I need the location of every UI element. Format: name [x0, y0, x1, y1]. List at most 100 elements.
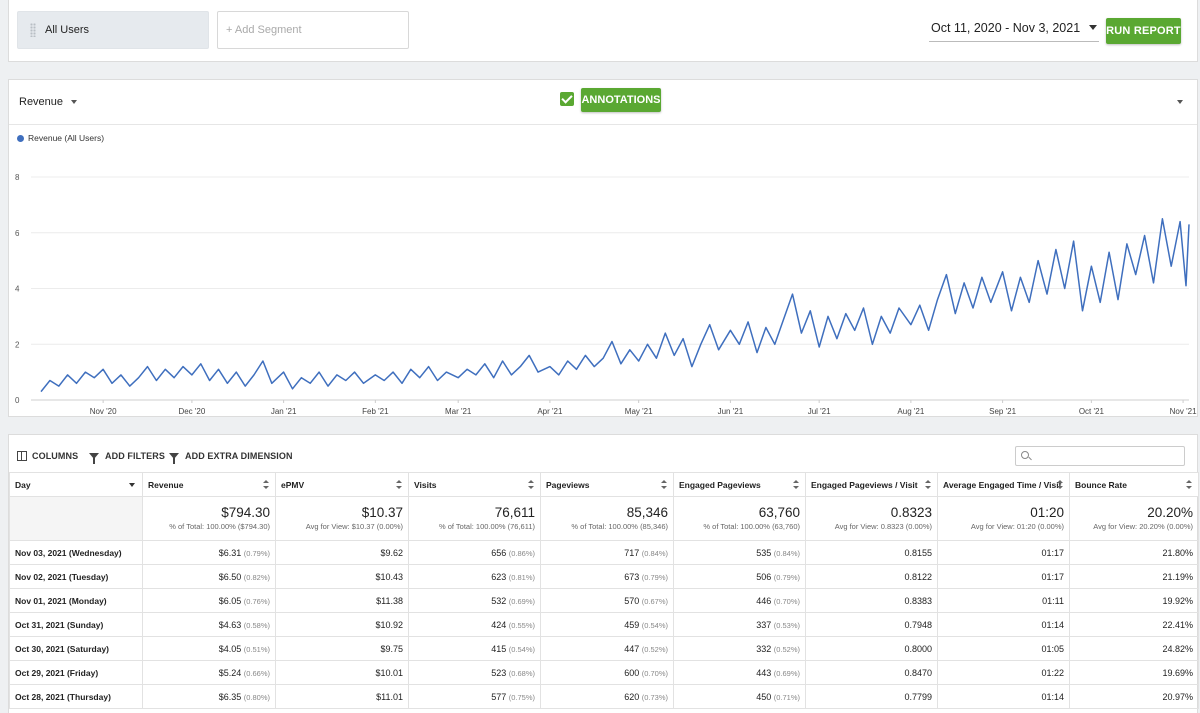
- cell-value: $5.24: [218, 667, 242, 678]
- revenue-cell: $4.63 (0.58%): [142, 612, 276, 637]
- cell-value: Oct 30, 2021 (Saturday): [15, 643, 110, 654]
- filter-icon: [89, 453, 99, 464]
- engaged-time-cell: 01:11: [937, 588, 1070, 613]
- date-range-picker[interactable]: Oct 11, 2020 - Nov 3, 2021: [929, 14, 1099, 42]
- pageviews-cell: 459 (0.54%): [540, 612, 674, 637]
- table-search-input[interactable]: [1015, 446, 1185, 466]
- cell-value: $6.35: [218, 691, 242, 702]
- revenue-cell: $4.05 (0.51%): [142, 636, 276, 661]
- sort-icon: [1057, 480, 1063, 490]
- engaged-pageviews-cell: 446 (0.70%): [673, 588, 806, 613]
- metric-selector[interactable]: Revenue: [19, 96, 78, 108]
- cell-value: 19.92%: [1162, 595, 1193, 606]
- cell-value: 443: [756, 667, 772, 678]
- table-row[interactable]: Oct 28, 2021 (Thursday) $6.35 (0.80%) $11.…: [9, 684, 1199, 709]
- cell-percent: (0.55%): [508, 620, 535, 630]
- cell-percent: (0.80%): [243, 692, 270, 702]
- table-row[interactable]: Nov 01, 2021 (Monday) $6.05 (0.76%) $11.38…: [9, 588, 1199, 613]
- cell-value: Oct 29, 2021 (Friday): [15, 667, 99, 678]
- bounce-rate-cell: 21.19%: [1069, 564, 1199, 589]
- cell-value: $6.31: [218, 547, 242, 558]
- sort-icon: [925, 480, 931, 490]
- total-cell: 0.8323 Avg for View: 0.8323 (0.00%): [805, 496, 938, 541]
- cell-percent: (0.53%): [773, 620, 800, 630]
- col-header-day[interactable]: Day: [9, 472, 143, 497]
- table-row[interactable]: Oct 29, 2021 (Friday) $5.24 (0.66%) $10.01…: [9, 660, 1199, 685]
- bounce-rate-cell: 19.92%: [1069, 588, 1199, 613]
- cell-value: 337: [756, 619, 772, 630]
- cell-value: Oct 31, 2021 (Sunday): [15, 619, 104, 630]
- add-extra-dimension-button[interactable]: ADD EXTRA DIMENSION: [169, 451, 293, 464]
- report-table: Day Revenue ePMV Visits Pageviews Engage…: [9, 472, 1199, 709]
- sort-icon: [1186, 480, 1192, 490]
- drag-handle-icon[interactable]: [30, 23, 36, 37]
- cell-percent: (0.82%): [243, 572, 270, 582]
- collapse-chevron-icon[interactable]: [1177, 100, 1183, 104]
- add-segment-input[interactable]: + Add Segment: [217, 11, 409, 49]
- cell-value: $9.75: [380, 643, 403, 654]
- epmv-cell: $9.75: [275, 636, 409, 661]
- cell-value: $9.62: [380, 547, 403, 558]
- cell-value: 01:17: [1041, 571, 1064, 582]
- annotations-checkbox[interactable]: [560, 92, 574, 106]
- columns-button[interactable]: COLUMNS: [17, 451, 78, 461]
- total-value: 85,346: [626, 505, 668, 520]
- add-filters-button[interactable]: ADD FILTERS: [89, 451, 165, 464]
- engaged-per-visit-cell: 0.7799: [805, 684, 938, 709]
- cell-value: $6.50: [218, 571, 242, 582]
- cell-value: 01:14: [1041, 691, 1064, 702]
- cell-value: 535: [756, 547, 772, 558]
- col-header-engaged-time[interactable]: Average Engaged Time / Visit: [937, 472, 1070, 497]
- cell-value: 447: [624, 643, 640, 654]
- cell-value: $6.05: [218, 595, 242, 606]
- total-cell: $794.30 % of Total: 100.00% ($794.30): [142, 496, 276, 541]
- col-header-visits[interactable]: Visits: [408, 472, 541, 497]
- cell-value: 0.8122: [904, 571, 932, 582]
- total-sub: Avg for View: 01:20 (0.00%): [970, 522, 1064, 531]
- series-line-revenue[interactable]: [40, 218, 1190, 393]
- x-tick-label: Mar '21: [445, 407, 472, 416]
- col-header-revenue[interactable]: Revenue: [142, 472, 276, 497]
- revenue-line-chart: 0 2 4 6 8 Nov '20 Dec '20 Jan '21 Feb '21 Mar '21…: [15, 173, 1197, 416]
- col-header-bounce-rate[interactable]: Bounce Rate: [1069, 472, 1199, 497]
- col-header-epmv[interactable]: ePMV: [275, 472, 409, 497]
- cell-value: $11.38: [376, 595, 403, 606]
- total-sub: Avg for View: 20.20% (0.00%): [1093, 522, 1193, 531]
- run-report-button[interactable]: RUN REPORT: [1106, 18, 1181, 44]
- col-header-pageviews[interactable]: Pageviews: [540, 472, 674, 497]
- table-row[interactable]: Nov 03, 2021 (Wednesday) $6.31 (0.79%) $9.…: [9, 540, 1199, 565]
- cell-value: 459: [624, 619, 640, 630]
- cell-percent: (0.68%): [508, 668, 535, 678]
- cell-percent: (0.86%): [508, 548, 535, 558]
- revenue-cell: $6.05 (0.76%): [142, 588, 276, 613]
- cell-percent: (0.67%): [641, 596, 668, 606]
- day-cell: Nov 02, 2021 (Tuesday): [9, 564, 143, 589]
- y-tick-label: 4: [15, 285, 20, 294]
- total-value: 0.8323: [890, 505, 932, 520]
- table-row[interactable]: Oct 30, 2021 (Saturday) $4.05 (0.51%) $9.7…: [9, 636, 1199, 661]
- x-tick-label: May '21: [625, 407, 653, 416]
- total-value: 01:20: [1030, 505, 1064, 520]
- col-label: Visits: [414, 479, 437, 490]
- col-header-engaged-per-visit[interactable]: Engaged Pageviews / Visit: [805, 472, 938, 497]
- table-row[interactable]: Nov 02, 2021 (Tuesday) $6.50 (0.82%) $10.4…: [9, 564, 1199, 589]
- cell-value: Nov 01, 2021 (Monday): [15, 595, 107, 606]
- visits-cell: 424 (0.55%): [408, 612, 541, 637]
- chart-legend[interactable]: Revenue (All Users): [17, 133, 104, 143]
- table-row[interactable]: Oct 31, 2021 (Sunday) $4.63 (0.58%) $10.92…: [9, 612, 1199, 637]
- cell-percent: (0.79%): [773, 572, 800, 582]
- cell-value: 0.8155: [904, 547, 932, 558]
- col-label: Engaged Pageviews / Visit: [811, 479, 918, 490]
- cell-value: 332: [756, 643, 772, 654]
- engaged-per-visit-cell: 0.8000: [805, 636, 938, 661]
- total-cell: 85,346 % of Total: 100.00% (85,346): [540, 496, 674, 541]
- col-header-engaged-pageviews[interactable]: Engaged Pageviews: [673, 472, 806, 497]
- cell-percent: (0.54%): [508, 644, 535, 654]
- cell-value: 01:22: [1041, 667, 1064, 678]
- annotations-button[interactable]: ANNOTATIONS: [581, 88, 661, 112]
- segment-all-users[interactable]: All Users: [17, 11, 209, 49]
- bounce-rate-cell: 19.69%: [1069, 660, 1199, 685]
- sort-icon: [528, 480, 534, 490]
- total-value: $794.30: [221, 505, 270, 520]
- table-toolbar: COLUMNS ADD FILTERS ADD EXTRA DIMENSION: [9, 435, 1197, 473]
